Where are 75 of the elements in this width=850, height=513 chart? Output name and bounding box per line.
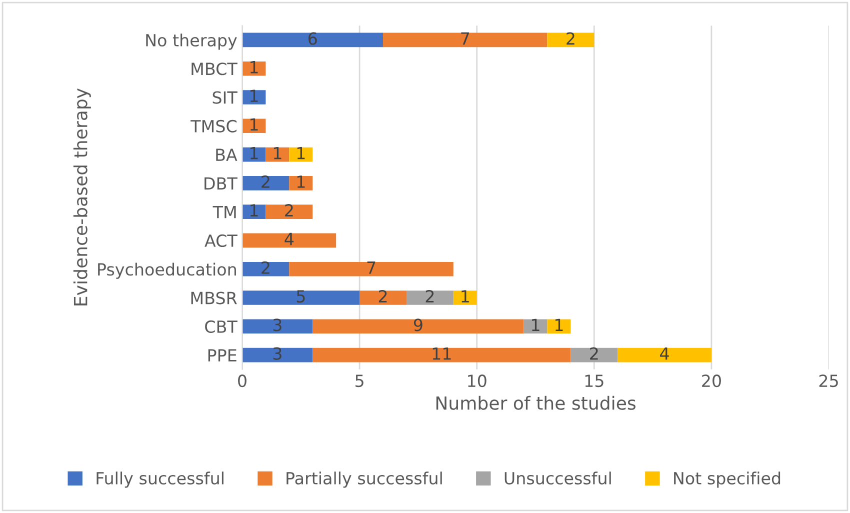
- bar: [242, 348, 313, 362]
- data-label: 3: [273, 347, 282, 360]
- legend-label: Unsuccessful: [504, 472, 611, 485]
- y-tick-label: BA: [216, 148, 238, 161]
- data-label: 1: [462, 290, 469, 302]
- data-label: 4: [284, 232, 294, 246]
- data-label: 1: [250, 61, 258, 74]
- data-label: 2: [262, 175, 270, 188]
- legend-label: Partially successful: [286, 472, 442, 488]
- y-tick-label: No therapy: [146, 34, 237, 50]
- data-label: 11: [432, 347, 451, 360]
- x-tick-label: 25: [819, 374, 838, 388]
- data-label: 2: [285, 204, 293, 216]
- x-tick-label: 15: [585, 374, 604, 388]
- bar: [547, 319, 571, 334]
- data-label: 2: [426, 290, 434, 302]
- bar: [242, 262, 290, 276]
- bar: [360, 290, 406, 305]
- data-label: 9: [414, 318, 422, 332]
- legend-label: Not specified: [674, 472, 780, 488]
- data-label: 2: [262, 261, 270, 274]
- bar: [242, 319, 313, 334]
- x-tick-label: 5: [356, 374, 364, 388]
- bar: [312, 348, 571, 362]
- data-label: 7: [367, 262, 376, 274]
- data-label: 2: [590, 347, 598, 360]
- data-label: 1: [250, 90, 258, 102]
- data-label: 1: [555, 318, 563, 331]
- x-tick-label: 20: [702, 374, 721, 388]
- bar: [383, 32, 548, 48]
- y-tick-label: MBSR: [191, 292, 237, 304]
- bar: [242, 233, 336, 248]
- y-tick-label: TM: [212, 206, 236, 218]
- data-label: 2: [378, 290, 387, 302]
- data-label: 1: [274, 146, 282, 160]
- data-label: 1: [532, 318, 540, 331]
- y-tick-label: ACT: [204, 234, 238, 248]
- data-label: 1: [250, 118, 258, 130]
- y-tick-label: DBT: [204, 177, 238, 190]
- bar: [570, 348, 618, 362]
- x-axis-title: Number of the studies: [436, 396, 636, 410]
- y-tick-label: SIT: [212, 91, 238, 104]
- y-tick-label: CBT: [205, 320, 238, 333]
- data-label: 3: [273, 318, 282, 332]
- x-tick-label: 0: [238, 374, 246, 388]
- bar: [618, 348, 712, 362]
- bar: [289, 176, 313, 190]
- data-label: 1: [297, 146, 305, 160]
- bar: [312, 319, 524, 334]
- bar: [266, 147, 290, 162]
- bar: [289, 262, 454, 276]
- y-axis-title: Evidence-based therapy: [73, 88, 91, 306]
- data-label: 7: [461, 32, 469, 45]
- bar: [453, 290, 477, 305]
- y-tick-label: PPE: [208, 349, 236, 362]
- legend-label: Fully successful: [96, 472, 224, 488]
- data-label: 5: [296, 290, 305, 303]
- data-label: 1: [297, 176, 305, 188]
- data-label: 2: [566, 32, 574, 45]
- data-label: 1: [250, 204, 258, 216]
- data-label: 1: [250, 146, 258, 160]
- x-tick-label: 10: [468, 374, 486, 388]
- bar: [547, 32, 594, 48]
- bar: [289, 147, 313, 162]
- bar: [242, 290, 360, 305]
- bar: [242, 176, 290, 190]
- y-tick-label: MBCT: [192, 62, 238, 76]
- data-label: 4: [660, 347, 669, 360]
- bar: [242, 32, 384, 48]
- data-label: 6: [308, 32, 317, 45]
- bar: [406, 290, 454, 305]
- bar: [266, 204, 313, 219]
- y-tick-label: TMSC: [190, 120, 236, 132]
- y-tick-label: Psychoeducation: [98, 262, 236, 279]
- bar: [524, 319, 548, 334]
